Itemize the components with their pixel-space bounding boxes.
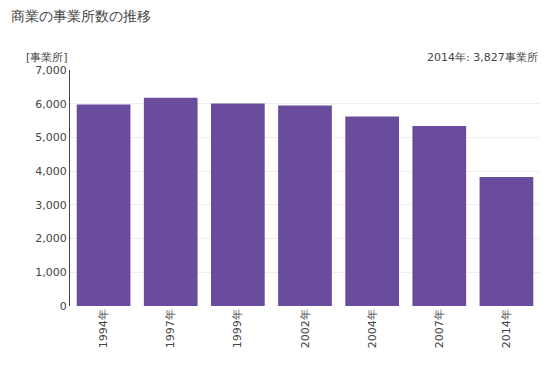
svg-text:2,000: 2,000 — [35, 232, 67, 245]
svg-text:2004年: 2004年 — [366, 309, 379, 348]
svg-text:1994年: 1994年 — [97, 309, 110, 348]
svg-text:2014年: 2014年 — [500, 309, 513, 348]
svg-text:5,000: 5,000 — [35, 131, 67, 144]
svg-text:6,000: 6,000 — [35, 98, 67, 111]
svg-text:0: 0 — [60, 300, 67, 313]
svg-text:3,000: 3,000 — [35, 199, 67, 212]
svg-text:商業の事業所数の推移: 商業の事業所数の推移 — [11, 8, 151, 24]
svg-text:1997年: 1997年 — [164, 309, 177, 348]
svg-text:1999年: 1999年 — [231, 309, 244, 348]
svg-text:2014年: 3,827事業所: 2014年: 3,827事業所 — [427, 51, 538, 64]
svg-text:2007年: 2007年 — [433, 309, 446, 348]
svg-text:2002年: 2002年 — [299, 309, 312, 348]
svg-text:4,000: 4,000 — [35, 165, 67, 178]
svg-text:7,000: 7,000 — [35, 64, 67, 77]
svg-text:1,000: 1,000 — [35, 266, 67, 279]
svg-text:[事業所]: [事業所] — [26, 51, 68, 64]
